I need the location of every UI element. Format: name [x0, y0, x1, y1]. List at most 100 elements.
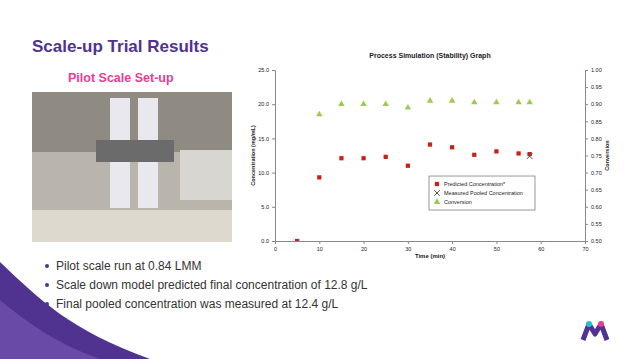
tick-label: 20 [361, 246, 367, 252]
point [471, 99, 477, 105]
axis-line [276, 242, 586, 245]
tick-label: 0.95 [591, 84, 602, 90]
tick-label: 1.00 [591, 67, 602, 73]
tick-mark [452, 241, 453, 244]
series [527, 153, 533, 159]
tick: 70 [582, 241, 588, 252]
legend: Predicted Concentration*Measured Pooled … [429, 176, 535, 210]
tick: 5.0 [261, 204, 275, 210]
tick: 0.85 [585, 119, 602, 125]
axis: 010203040506070 [274, 241, 589, 252]
point [295, 239, 299, 241]
tick-label: 0.80 [591, 136, 602, 142]
tick: 30 [405, 241, 411, 252]
tick: 0.75 [585, 153, 602, 159]
logo-shape [583, 324, 607, 340]
point [450, 145, 454, 149]
chart-title: Process Simulation (Stability) Graph [369, 52, 490, 60]
tick: 25.0 [258, 67, 275, 73]
tick: 50 [494, 241, 500, 252]
tick-mark [272, 241, 275, 242]
tick-mark [585, 173, 588, 174]
tick: 0.95 [585, 84, 602, 90]
tick-label: 10.0 [258, 170, 269, 176]
tick-label: 60 [538, 246, 544, 252]
tick-mark [585, 190, 588, 191]
photo-bench [32, 210, 232, 242]
tick-mark [585, 70, 588, 71]
tick-mark [585, 121, 588, 122]
tick-mark [585, 224, 588, 225]
photo-frame [32, 92, 232, 242]
logo-dot [598, 321, 604, 327]
bullet-dot [45, 283, 49, 287]
x-axis-title: Time (min) [415, 253, 445, 259]
tick: 0.70 [585, 170, 602, 176]
tick-mark [272, 70, 275, 71]
axis: 0.0 5.0 10.0 15.0 20.0 25.0 [258, 67, 275, 244]
tick-label: 25.0 [258, 67, 269, 73]
tick-mark [272, 207, 275, 208]
tick-label: 0.65 [591, 187, 602, 193]
legend-marker [434, 198, 440, 204]
tick-label: 0.55 [591, 221, 602, 227]
tick-label: 5.0 [261, 204, 269, 210]
bullet: Final pooled concentration was measured … [56, 297, 339, 311]
point [526, 99, 532, 105]
tick-mark [496, 241, 497, 244]
bullet-dot [45, 264, 49, 268]
tick: 0.65 [585, 187, 602, 193]
point [382, 100, 388, 106]
point [317, 175, 321, 179]
point [316, 111, 322, 117]
y2-axis-title: Conversion [604, 140, 610, 171]
point [427, 97, 433, 103]
tick: 0.50 [585, 238, 602, 244]
tick-label: 0.50 [591, 238, 602, 244]
legend-label: Measured Pooled Concentration [444, 190, 523, 196]
tick-mark [585, 87, 588, 88]
tick: 0.60 [585, 204, 602, 210]
chart: Process Simulation (Stability) Graph0102… [250, 52, 610, 259]
axis: 0.50 0.55 0.60 0.65 0.70 0.75 0.80 0.85 0.90 0.95… [585, 67, 602, 244]
tick-mark [272, 173, 275, 174]
tick-label: 0.70 [591, 170, 602, 176]
point [339, 156, 343, 160]
tick: 0.55 [585, 221, 602, 227]
tick-mark [319, 241, 320, 244]
tick-mark [585, 156, 588, 157]
tick-label: 30 [405, 246, 411, 252]
tick: 0.0 [261, 238, 275, 244]
tick: 40 [450, 241, 456, 252]
tick-label: 40 [450, 246, 456, 252]
point [516, 151, 520, 155]
points [295, 97, 533, 241]
photo-pump [180, 150, 232, 200]
tick: 1.00 [585, 67, 602, 73]
y-axis-title: Concentration (mg/mL) [250, 125, 256, 186]
legend-label: Conversion [444, 199, 472, 205]
tick: 15.0 [258, 136, 275, 142]
tick-label: 10 [317, 246, 323, 252]
tick-label: 0.60 [591, 204, 602, 210]
series [316, 97, 533, 116]
tick-mark [408, 241, 409, 244]
tick: 10.0 [258, 170, 275, 176]
tick-label: 0.75 [591, 153, 602, 159]
point [360, 100, 366, 106]
point [405, 104, 411, 110]
bullet-dot [45, 302, 49, 306]
tick: 20 [361, 241, 367, 252]
point [472, 153, 476, 157]
tick-mark [541, 241, 542, 244]
tick: 0.80 [585, 136, 602, 142]
tick-label: 20.0 [258, 101, 269, 107]
photo-stand [96, 140, 174, 162]
tick: 0.90 [585, 101, 602, 107]
series [295, 142, 532, 241]
slide: Scale-up Trial ResultsPilot Scale Set-up… [0, 0, 638, 359]
point [494, 149, 498, 153]
tick: 60 [538, 241, 544, 252]
point [384, 155, 388, 159]
tick-label: 15.0 [258, 136, 269, 142]
